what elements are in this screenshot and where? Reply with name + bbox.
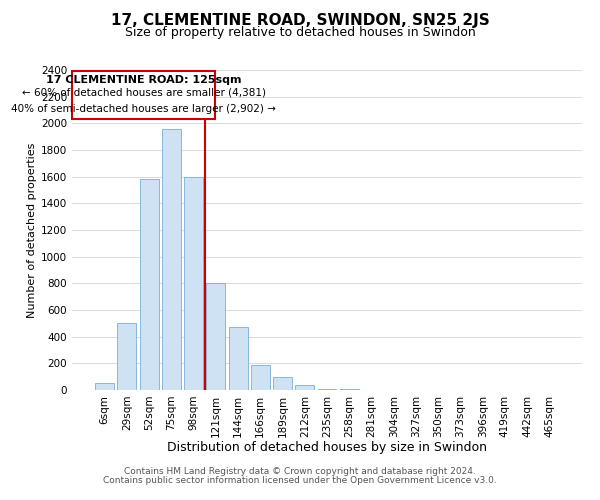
- Bar: [140, 178, 158, 390]
- Bar: [251, 364, 270, 390]
- X-axis label: Distribution of detached houses by size in Swindon: Distribution of detached houses by size …: [167, 441, 487, 454]
- Bar: [118, 322, 136, 390]
- Bar: [95, 382, 114, 390]
- Bar: [184, 176, 203, 390]
- Text: Contains HM Land Registry data © Crown copyright and database right 2024.: Contains HM Land Registry data © Crown c…: [124, 467, 476, 476]
- Text: Size of property relative to detached houses in Swindon: Size of property relative to detached ho…: [125, 26, 475, 39]
- Bar: [206, 284, 225, 390]
- Bar: [162, 128, 181, 390]
- Text: 17, CLEMENTINE ROAD, SWINDON, SN25 2JS: 17, CLEMENTINE ROAD, SWINDON, SN25 2JS: [110, 12, 490, 28]
- Bar: [295, 386, 314, 390]
- Bar: [317, 388, 337, 390]
- Text: 40% of semi-detached houses are larger (2,902) →: 40% of semi-detached houses are larger (…: [11, 104, 276, 114]
- Text: Contains public sector information licensed under the Open Government Licence v3: Contains public sector information licen…: [103, 476, 497, 485]
- Bar: [229, 326, 248, 390]
- Bar: [273, 378, 292, 390]
- Y-axis label: Number of detached properties: Number of detached properties: [27, 142, 37, 318]
- Text: 17 CLEMENTINE ROAD: 125sqm: 17 CLEMENTINE ROAD: 125sqm: [46, 76, 241, 86]
- Text: ← 60% of detached houses are smaller (4,381): ← 60% of detached houses are smaller (4,…: [22, 88, 266, 98]
